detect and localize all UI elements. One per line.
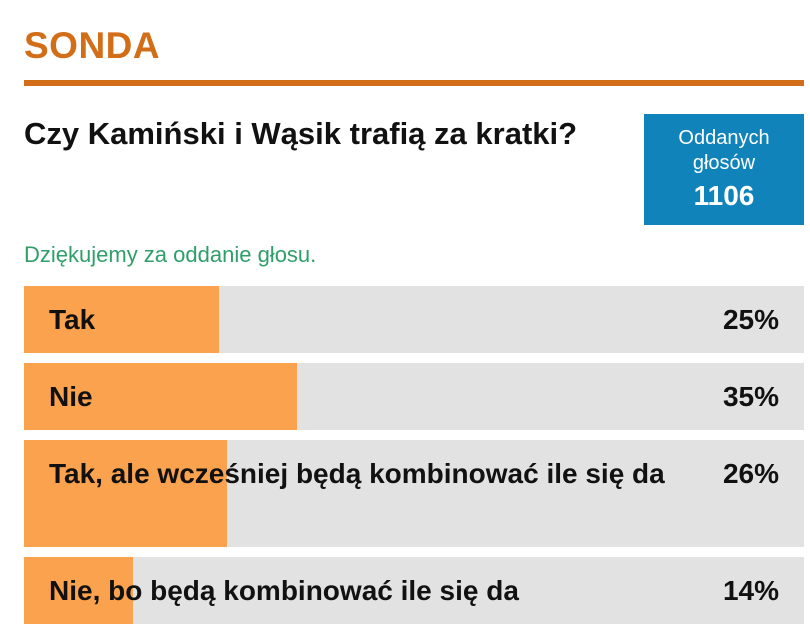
poll-options: Tak 25% Nie 35% Tak, ale wcześniej będą … — [24, 286, 804, 634]
poll-option-percent: 14% — [722, 575, 779, 606]
poll-option-nie-bo: Nie, bo będą kombinować ile się da 14% — [24, 557, 804, 624]
poll-option-bar-fill — [24, 557, 134, 624]
poll-option-percent: 26% — [722, 458, 779, 489]
poll-option-bar-fill — [24, 440, 227, 547]
poll-option-tak-ale: Tak, ale wcześniej będą kombinować ile s… — [24, 440, 804, 547]
poll-option-nie: Nie 35% — [24, 363, 804, 430]
poll-option-label: Tak, ale wcześniej będą kombinować ile s… — [49, 458, 665, 489]
poll-option-percent: 35% — [722, 381, 779, 412]
poll-option-label: Tak — [49, 304, 96, 335]
header-divider — [24, 80, 804, 86]
poll-option-label: Nie — [49, 381, 93, 412]
poll-option-tak: Tak 25% — [24, 286, 804, 353]
poll-option-bar-fill — [24, 363, 297, 430]
votes-counter-box: Oddanych głosów 1106 — [644, 114, 804, 225]
thanks-message: Dziękujemy za oddanie głosu. — [24, 242, 317, 267]
votes-counter-value: 1106 — [693, 180, 755, 211]
poll-option-percent: 25% — [722, 304, 779, 335]
poll-option-label: Nie, bo będą kombinować ile się da — [49, 575, 519, 606]
votes-counter-label: Oddanych głosów — [678, 127, 770, 174]
poll-question: Czy Kamiński i Wąsik trafią za kratki? — [24, 116, 578, 151]
poll-option-bar-fill — [24, 286, 219, 353]
poll-header: SONDA — [24, 25, 161, 66]
